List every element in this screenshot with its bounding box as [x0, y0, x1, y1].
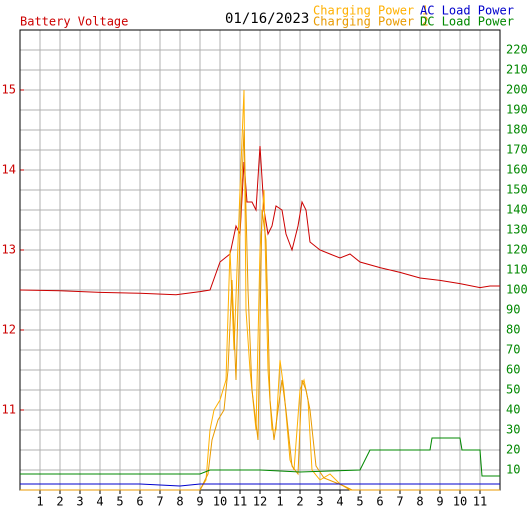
y2-tick-label: 100	[506, 283, 527, 297]
y2-tick-label: 30	[506, 423, 520, 437]
x-tick-label: 10	[213, 495, 227, 509]
x-tick-label: 6	[136, 495, 143, 509]
legend-label: AC Load Power	[420, 4, 514, 18]
x-tick-label: 12	[253, 495, 267, 509]
x-tick-label: 4	[96, 495, 103, 509]
x-tick-label: 11	[233, 495, 247, 509]
legend-label: Charging Power 2	[313, 15, 429, 29]
x-tick-label: 5	[356, 495, 363, 509]
y2-tick-label: 140	[506, 203, 527, 217]
legend-label: Charging Power 1	[313, 4, 429, 18]
x-tick-label: 1	[276, 495, 283, 509]
y2-tick-label: 120	[506, 243, 527, 257]
x-tick-label: 3	[76, 495, 83, 509]
x-tick-label: 8	[416, 495, 423, 509]
y-tick-label: 13	[2, 243, 16, 257]
y2-tick-label: 200	[506, 83, 527, 97]
y2-tick-label: 90	[506, 303, 520, 317]
y2-tick-label: 150	[506, 183, 527, 197]
x-tick-label: 11	[473, 495, 487, 509]
x-tick-label: 5	[116, 495, 123, 509]
y2-tick-label: 220	[506, 43, 527, 57]
y-axis-label: Battery Voltage	[20, 15, 128, 29]
y-tick-label: 11	[2, 403, 16, 417]
x-tick-label: 2	[56, 495, 63, 509]
y2-tick-label: 190	[506, 103, 527, 117]
y2-tick-label: 10	[506, 463, 520, 477]
series-line	[20, 129, 500, 491]
x-tick-label: 7	[156, 495, 163, 509]
y-tick-label: 15	[2, 83, 16, 97]
y2-tick-label: 130	[506, 223, 527, 237]
y2-tick-label: 50	[506, 383, 520, 397]
x-tick-label: 8	[176, 495, 183, 509]
series-line	[20, 437, 500, 477]
x-tick-label: 3	[316, 495, 323, 509]
x-tick-label: 9	[436, 495, 443, 509]
y2-tick-label: 80	[506, 323, 520, 337]
y-tick-label: 14	[2, 163, 16, 177]
y2-tick-label: 110	[506, 263, 527, 277]
y2-tick-label: 60	[506, 363, 520, 377]
series-line	[19, 145, 500, 296]
y2-tick-label: 210	[506, 63, 527, 77]
x-tick-label: 10	[453, 495, 467, 509]
y2-tick-label: 170	[506, 143, 527, 157]
y2-tick-label: 180	[506, 123, 527, 137]
x-tick-label: 9	[196, 495, 203, 509]
x-tick-label: 2	[296, 495, 303, 509]
y2-tick-label: 70	[506, 343, 520, 357]
x-tick-label: 7	[396, 495, 403, 509]
plot-frame	[19, 29, 501, 491]
y2-tick-label: 40	[506, 403, 520, 417]
y-tick-label: 12	[2, 323, 16, 337]
y2-tick-label: 20	[506, 443, 520, 457]
x-tick-label: 1	[36, 495, 43, 509]
chart-title: 01/16/2023	[225, 11, 309, 27]
x-tick-label: 4	[336, 495, 343, 509]
y2-tick-label: 160	[506, 163, 527, 177]
series-line	[20, 89, 500, 491]
series-line	[20, 483, 500, 487]
x-tick-label: 6	[376, 495, 383, 509]
legend-label: DC Load Power	[420, 15, 514, 29]
